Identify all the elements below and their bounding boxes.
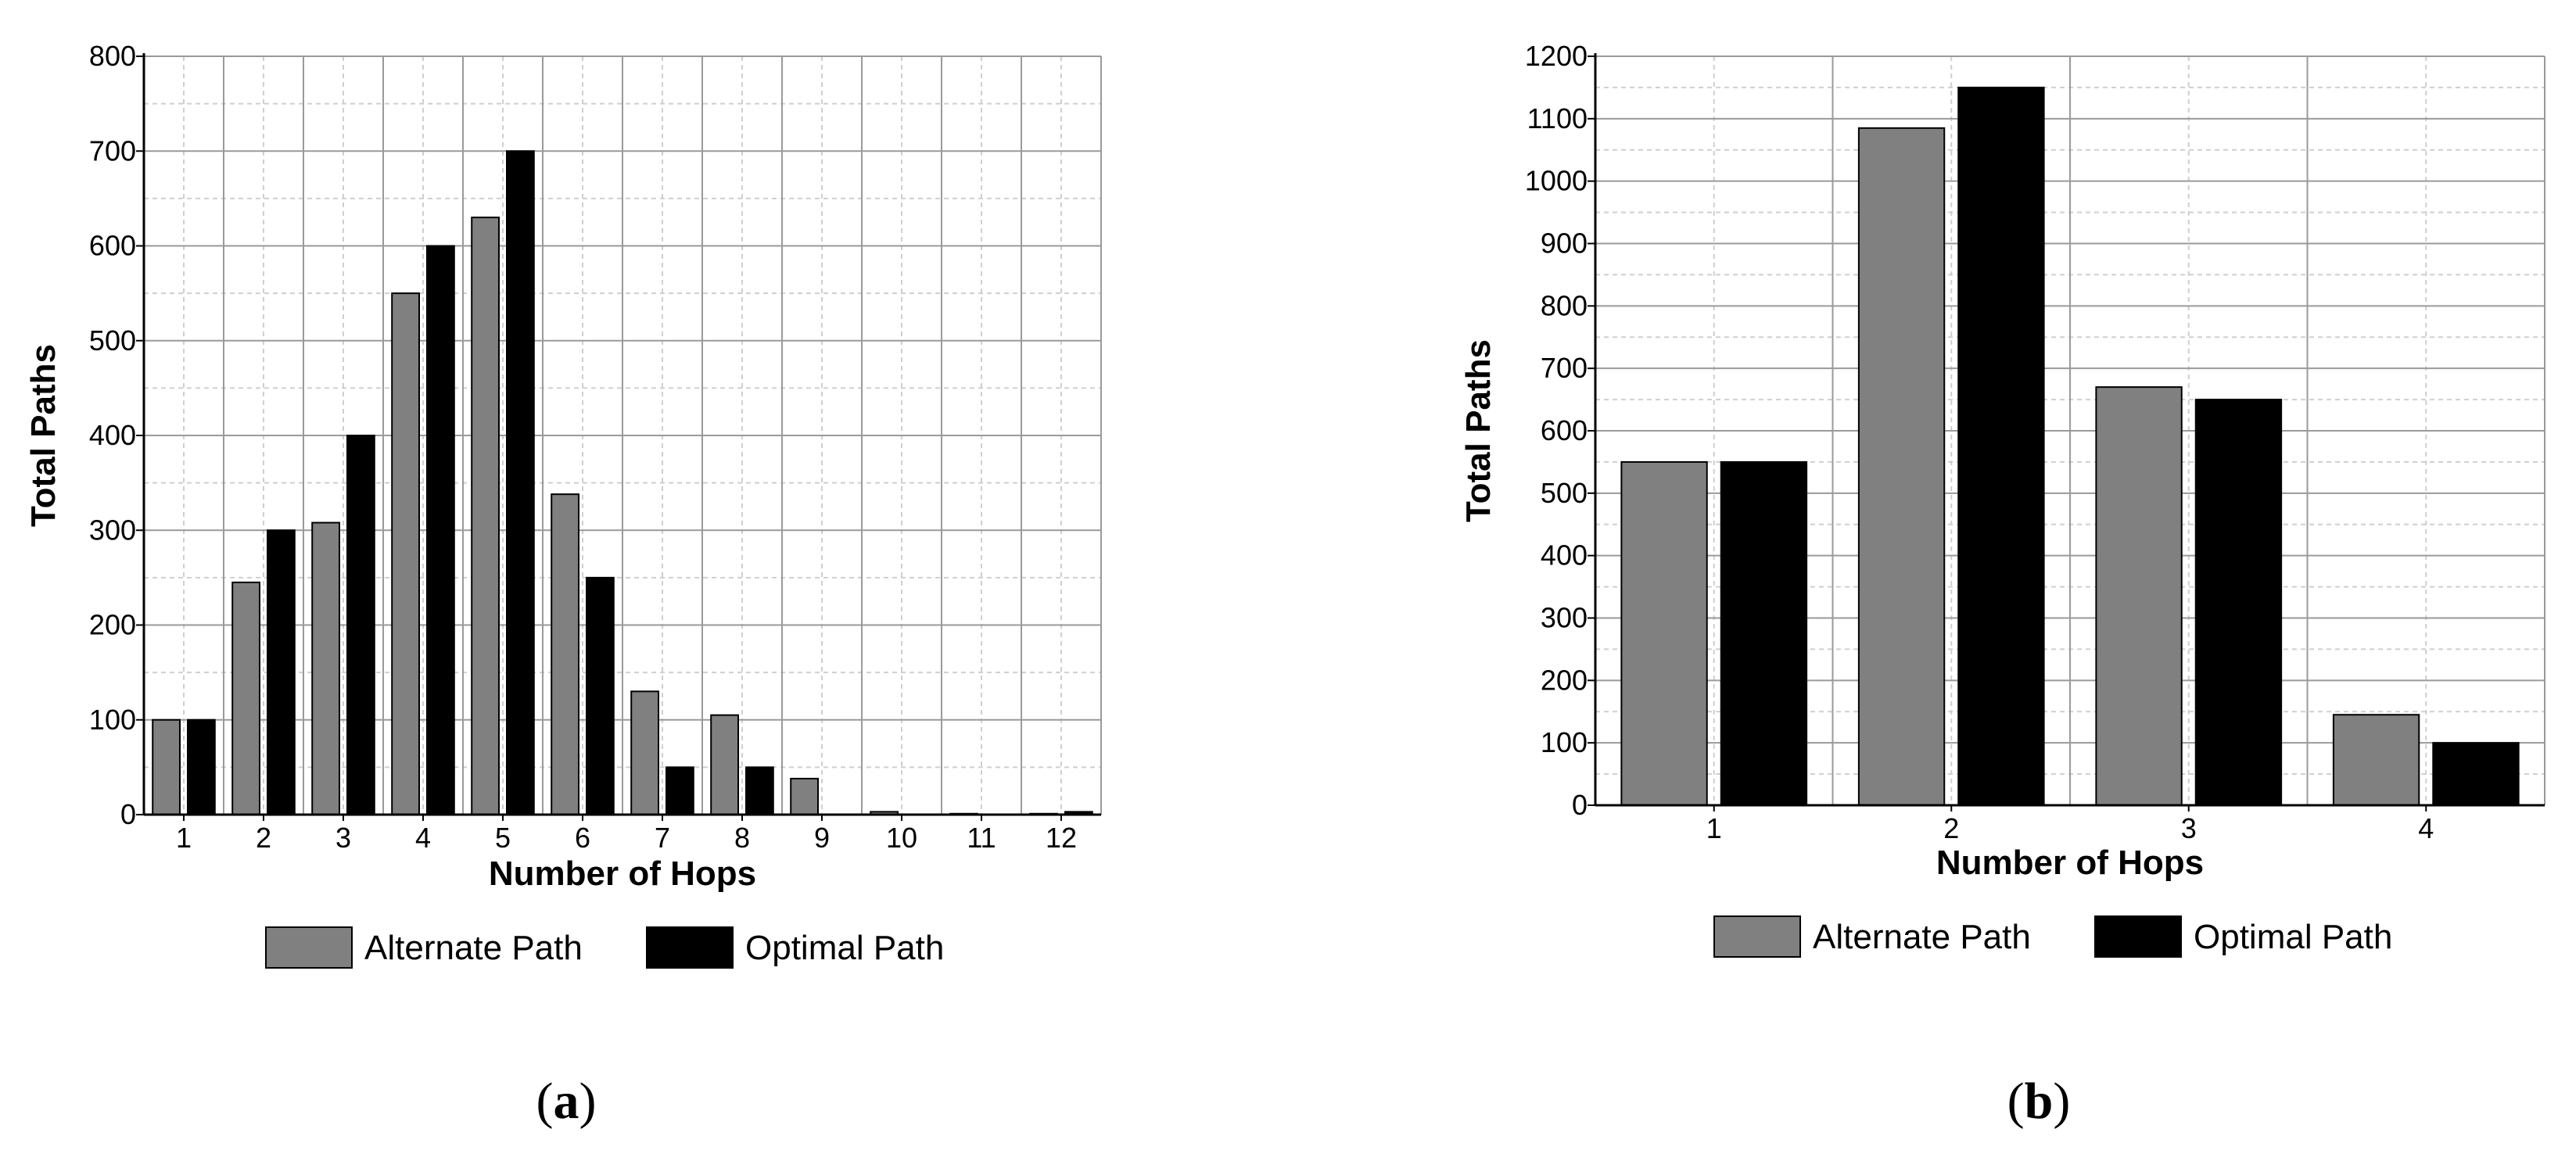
y-tick-label: 0: [1572, 789, 1588, 821]
y-tick-label: 800: [1541, 289, 1588, 321]
bar-alternate-1: [152, 718, 181, 815]
bar-alternate-4: [2332, 714, 2420, 806]
x-tick-label: 11: [967, 822, 996, 854]
bar-optimal-6: [586, 576, 615, 815]
legend-swatch-alternate: [1713, 915, 1801, 958]
x-tick-label: 4: [2418, 812, 2434, 844]
bar-alternate-4: [391, 292, 420, 815]
y-tick-label: 1200: [1525, 40, 1588, 72]
bar-alternate-2: [1857, 127, 1946, 806]
bar-optimal-1: [187, 718, 216, 815]
y-tick-label: 400: [89, 419, 136, 451]
y-tick-label: 100: [1541, 726, 1588, 758]
x-tick-label: 2: [256, 822, 271, 854]
y-tick-label: 300: [1541, 602, 1588, 634]
legend-swatch-optimal: [2094, 915, 2182, 958]
legend-label-optimal: Optimal Path: [2194, 918, 2392, 956]
bar-alternate-3: [2095, 386, 2183, 807]
x-tick-label: 9: [814, 822, 830, 854]
bar-alternate-9: [790, 777, 819, 815]
y-tick-label: 1000: [1525, 165, 1588, 197]
bar-optimal-4: [426, 245, 455, 815]
legend-label-alternate: Alternate Path: [1813, 918, 2031, 956]
x-tick-label: 5: [495, 822, 511, 854]
bar-alternate-3: [311, 521, 340, 815]
panel-label: (b): [2007, 1073, 2071, 1130]
y-tick-label: 100: [89, 704, 136, 736]
y-axis-title: Total Paths: [24, 344, 63, 527]
chart-b: 0 100 200 300 400 500 600 700 800 900 1000 1100 1200…: [1459, 40, 2546, 1130]
y-tick-label: 500: [89, 324, 136, 356]
y-tick-label: 700: [89, 134, 136, 167]
legend-label-optimal: Optimal Path: [745, 929, 944, 967]
x-tick-label: 12: [1046, 822, 1077, 854]
y-tick-label: 200: [89, 609, 136, 641]
y-tick-label: 600: [89, 230, 136, 262]
bar-optimal-3: [2194, 399, 2283, 807]
bar-alternate-7: [630, 690, 659, 815]
x-tick-label: 8: [734, 822, 750, 854]
y-tick-label: 200: [1541, 664, 1588, 696]
bar-optimal-2: [1957, 86, 2045, 806]
y-tick-label: 600: [1541, 414, 1588, 446]
x-tick-label: 7: [655, 822, 670, 854]
bar-optimal-1: [1720, 460, 1808, 807]
bar-alternate-2: [231, 581, 260, 815]
y-tick-label: 700: [1541, 352, 1588, 384]
panel-label: (a): [536, 1073, 597, 1130]
x-tick-label: 2: [1943, 812, 1959, 844]
bar-alternate-5: [471, 217, 500, 815]
y-tick-label: 900: [1541, 228, 1588, 260]
y-tick-label: 0: [120, 798, 136, 830]
legend: Alternate Path Optimal Path: [1713, 915, 2392, 958]
x-tick-label: 10: [886, 822, 917, 854]
bar-optimal-4: [2432, 742, 2520, 807]
x-tick-label: 3: [2181, 812, 2197, 844]
x-tick-label: 6: [575, 822, 590, 854]
x-tick-label: 1: [176, 822, 192, 854]
bar-optimal-5: [506, 150, 535, 815]
bar-optimal-2: [267, 529, 296, 815]
y-tick-label: 400: [1541, 539, 1588, 571]
y-tick-label: 800: [89, 40, 136, 72]
bar-optimal-3: [346, 435, 375, 815]
x-axis-title: Number of Hops: [1936, 844, 2204, 882]
y-tick-label: 500: [1541, 477, 1588, 509]
bar-optimal-8: [745, 766, 774, 815]
bar-alternate-8: [710, 714, 739, 815]
bar-alternate-6: [551, 493, 579, 815]
bar-alternate-1: [1620, 460, 1708, 807]
legend-swatch-alternate: [265, 926, 353, 969]
y-tick-label: 300: [89, 514, 136, 546]
legend: Alternate Path Optimal Path: [265, 926, 944, 969]
x-tick-label: 4: [415, 822, 431, 854]
x-axis-title: Number of Hops: [489, 855, 756, 893]
legend-label-alternate: Alternate Path: [364, 929, 583, 967]
bar-optimal-7: [666, 766, 694, 815]
x-tick-label: 1: [1706, 812, 1722, 844]
y-axis-title: Total Paths: [1459, 339, 1498, 522]
legend-swatch-optimal: [646, 926, 734, 969]
x-tick-label: 3: [335, 822, 351, 854]
y-tick-label: 1100: [1527, 102, 1588, 134]
